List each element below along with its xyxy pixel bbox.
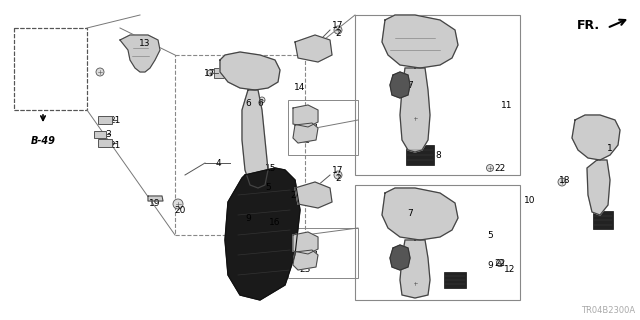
Polygon shape (406, 145, 434, 165)
Text: 9: 9 (487, 260, 493, 269)
Text: 13: 13 (140, 38, 151, 47)
Bar (14, 28, 87, 110)
Text: 24: 24 (307, 110, 319, 119)
Bar (355, 15, 520, 175)
Bar (98, 116, 112, 124)
Text: 17: 17 (332, 165, 344, 174)
Bar (288, 228, 358, 278)
Text: 22: 22 (494, 259, 506, 268)
Text: 8: 8 (435, 150, 441, 159)
Text: 5: 5 (265, 182, 271, 191)
Text: 14: 14 (294, 83, 306, 92)
Text: 6: 6 (245, 99, 251, 108)
Text: 12: 12 (504, 266, 516, 275)
Circle shape (173, 199, 183, 209)
Text: 16: 16 (269, 218, 281, 227)
Polygon shape (295, 182, 332, 208)
Circle shape (412, 115, 418, 121)
Circle shape (558, 178, 566, 186)
Bar (94, 131, 106, 138)
Polygon shape (444, 272, 466, 288)
Circle shape (267, 182, 273, 188)
Text: 17: 17 (332, 20, 344, 29)
Polygon shape (390, 72, 410, 98)
Text: 10: 10 (524, 196, 536, 204)
Polygon shape (242, 90, 268, 188)
Polygon shape (225, 168, 300, 300)
Text: FR.: FR. (577, 19, 600, 31)
Text: 24: 24 (307, 252, 319, 260)
Text: 22: 22 (291, 190, 301, 199)
Polygon shape (390, 245, 410, 270)
Text: 2: 2 (335, 28, 341, 37)
Text: 23: 23 (300, 266, 310, 275)
Circle shape (259, 97, 265, 103)
Polygon shape (120, 35, 160, 72)
Text: 18: 18 (559, 175, 571, 185)
Polygon shape (295, 35, 332, 62)
Text: 4: 4 (215, 158, 221, 167)
Polygon shape (572, 115, 620, 160)
Text: 19: 19 (149, 198, 161, 207)
Bar (14, 28, 87, 110)
Text: 24: 24 (307, 124, 319, 132)
Text: 24: 24 (307, 238, 319, 247)
Text: 21: 21 (109, 140, 121, 149)
Text: 20: 20 (174, 205, 186, 214)
Polygon shape (293, 123, 318, 143)
Text: 2: 2 (335, 173, 341, 182)
Polygon shape (148, 196, 163, 201)
Polygon shape (293, 250, 318, 270)
Circle shape (96, 68, 104, 76)
Circle shape (412, 280, 418, 286)
Circle shape (207, 70, 213, 76)
Text: 7: 7 (407, 209, 413, 218)
Circle shape (334, 171, 342, 179)
Polygon shape (220, 52, 280, 90)
Text: 7: 7 (407, 81, 413, 90)
Polygon shape (382, 188, 458, 240)
Circle shape (497, 260, 504, 267)
Text: 9: 9 (245, 213, 251, 222)
Polygon shape (400, 68, 430, 152)
Text: TR04B2300A: TR04B2300A (581, 306, 635, 315)
Bar (288, 100, 358, 155)
Polygon shape (237, 200, 259, 216)
Polygon shape (293, 232, 318, 254)
Polygon shape (293, 105, 318, 127)
Circle shape (245, 97, 251, 103)
Text: 21: 21 (109, 116, 121, 124)
Polygon shape (400, 240, 430, 298)
Polygon shape (382, 15, 458, 68)
Bar (214, 68, 224, 78)
Bar (355, 185, 520, 300)
Circle shape (334, 26, 342, 34)
Text: 5: 5 (487, 230, 493, 239)
Text: 6: 6 (257, 99, 263, 108)
Text: 11: 11 (501, 100, 513, 109)
Text: 1: 1 (607, 143, 613, 153)
Text: 23: 23 (300, 135, 310, 145)
Polygon shape (587, 160, 610, 215)
Polygon shape (593, 211, 613, 229)
Text: B-49: B-49 (31, 136, 56, 146)
Text: 15: 15 (265, 164, 276, 172)
Bar (98, 139, 112, 147)
Circle shape (497, 260, 504, 267)
Circle shape (486, 164, 493, 172)
Text: 3: 3 (105, 130, 111, 139)
Bar (175, 55, 305, 235)
Text: 17: 17 (204, 68, 216, 77)
Text: 22: 22 (494, 164, 506, 172)
